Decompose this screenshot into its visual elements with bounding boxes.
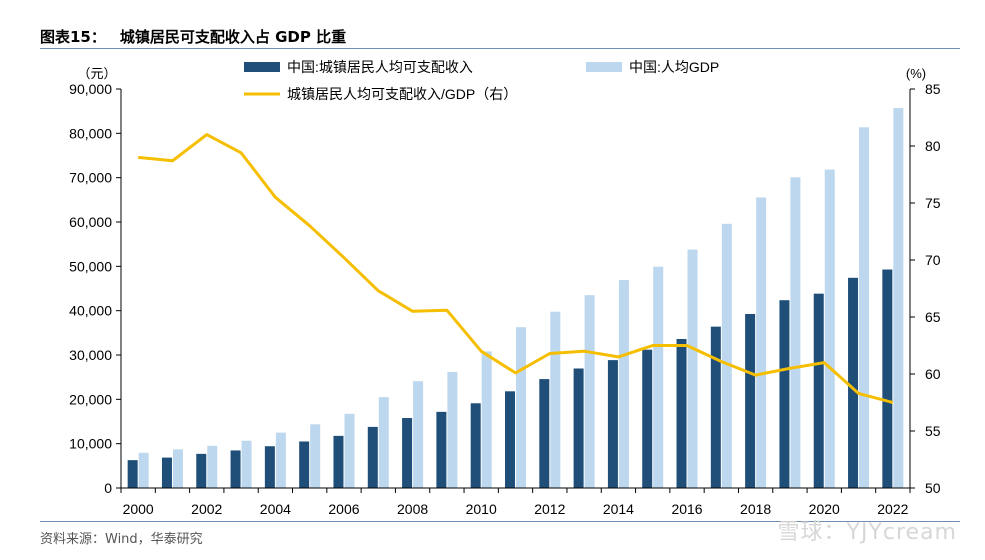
income-bar-2004 [264, 446, 275, 488]
right-tick-label: 70 [925, 252, 941, 268]
income-bar-2008 [402, 418, 413, 488]
x-tick-label: 2000 [123, 501, 154, 517]
right-tick-label: 65 [925, 309, 941, 325]
gdp-bar-2002 [207, 445, 218, 488]
gdp-bar-2017 [721, 223, 732, 488]
legend-label-ratio: 城镇居民人均可支配收入/GDP（右） [287, 86, 517, 102]
income-bar-2006 [333, 435, 344, 488]
x-tick-label: 2020 [809, 501, 840, 517]
figure-number: 图表15： [40, 28, 106, 46]
right-tick-label: 50 [925, 480, 941, 496]
gdp-bar-2018 [756, 197, 767, 488]
left-tick-label: 70,000 [69, 170, 112, 186]
chart-title: 图表15： 城镇居民可支配收入占 GDP 比重 [40, 26, 360, 47]
income-bar-2012 [539, 379, 550, 488]
left-tick-label: 50,000 [69, 258, 112, 274]
x-tick-label: 2010 [466, 501, 497, 517]
right-axis-unit: (%) [906, 66, 926, 81]
gdp-bar-2013 [584, 295, 595, 488]
right-tick-label: 55 [925, 423, 941, 439]
gdp-bar-2016 [687, 249, 698, 488]
left-axis-unit: （元） [77, 66, 116, 81]
income-bar-2014 [607, 360, 618, 488]
income-bar-2013 [573, 368, 584, 488]
x-tick-label: 2016 [671, 501, 702, 517]
gdp-bar-2008 [413, 381, 424, 488]
left-tick-label: 20,000 [69, 391, 112, 407]
left-tick-label: 60,000 [69, 214, 112, 230]
income-bar-2002 [196, 453, 207, 488]
income-bar-2011 [505, 391, 515, 488]
right-tick-label: 75 [925, 195, 941, 211]
income-bar-2021 [848, 277, 859, 488]
legend-swatch-gdp [586, 62, 622, 72]
income-bar-2017 [710, 326, 721, 488]
x-tick-label: 2012 [534, 501, 565, 517]
income-bar-2007 [367, 426, 378, 488]
gdp-bar-2003 [241, 440, 252, 488]
gdp-bar-2007 [378, 397, 389, 488]
gdp-bar-2005 [310, 424, 321, 488]
x-tick-label: 2008 [397, 501, 428, 517]
left-tick-label: 30,000 [69, 347, 112, 363]
legend-swatch-income [244, 62, 280, 72]
gdp-bar-2000 [138, 452, 149, 488]
income-bar-2019 [779, 300, 790, 488]
x-tick-label: 2006 [328, 501, 359, 517]
left-tick-label: 0 [104, 480, 112, 496]
income-bar-2000 [127, 460, 138, 488]
gdp-bar-2004 [275, 432, 286, 488]
gdp-bar-2001 [172, 449, 183, 488]
gdp-bar-2020 [824, 169, 835, 488]
gdp-bar-2014 [618, 280, 629, 488]
income-bar-2009 [436, 411, 447, 488]
income-bar-2018 [745, 313, 756, 488]
x-tick-label: 2002 [191, 501, 222, 517]
income-bar-2003 [230, 450, 241, 488]
x-tick-label: 2004 [260, 501, 291, 517]
footer-rule [40, 521, 960, 522]
income-bar-2005 [299, 441, 310, 488]
right-tick-label: 60 [925, 366, 941, 382]
gdp-bar-2015 [653, 266, 664, 488]
right-tick-label: 85 [925, 81, 941, 97]
legend-label-gdp: 中国:人均GDP [629, 59, 719, 75]
gdp-bar-2011 [516, 327, 526, 488]
income-bar-2016 [676, 338, 687, 488]
gdp-bar-2021 [859, 127, 870, 488]
income-bar-2022 [882, 269, 893, 488]
gdp-bar-2019 [790, 177, 801, 488]
ratio-line [138, 133, 894, 404]
title-rule [40, 48, 960, 49]
income-bar-2015 [642, 349, 653, 488]
left-tick-label: 90,000 [69, 81, 112, 97]
income-bar-2020 [813, 293, 824, 488]
x-tick-label: 2018 [740, 501, 771, 517]
right-tick-label: 80 [925, 138, 941, 154]
gdp-bar-2010 [481, 351, 492, 488]
left-tick-label: 40,000 [69, 303, 112, 319]
left-tick-label: 10,000 [69, 436, 112, 452]
watermark: 雪球：YJYcream [777, 520, 957, 545]
figure-title: 城镇居民可支配收入占 GDP 比重 [119, 28, 347, 46]
left-tick-label: 80,000 [69, 125, 112, 141]
income-bar-2001 [161, 457, 172, 488]
x-tick-label: 2022 [877, 501, 908, 517]
gdp-bar-2012 [550, 311, 561, 488]
income-bar-2010 [470, 403, 481, 488]
gdp-bar-2022 [893, 108, 904, 488]
source-note: 资料来源：Wind，华泰研究 [40, 532, 203, 547]
gdp-bar-2009 [447, 371, 458, 488]
legend-label-income: 中国:城镇居民人均可支配收入 [287, 59, 473, 75]
x-tick-label: 2014 [603, 501, 634, 517]
gdp-bar-2006 [344, 413, 355, 488]
